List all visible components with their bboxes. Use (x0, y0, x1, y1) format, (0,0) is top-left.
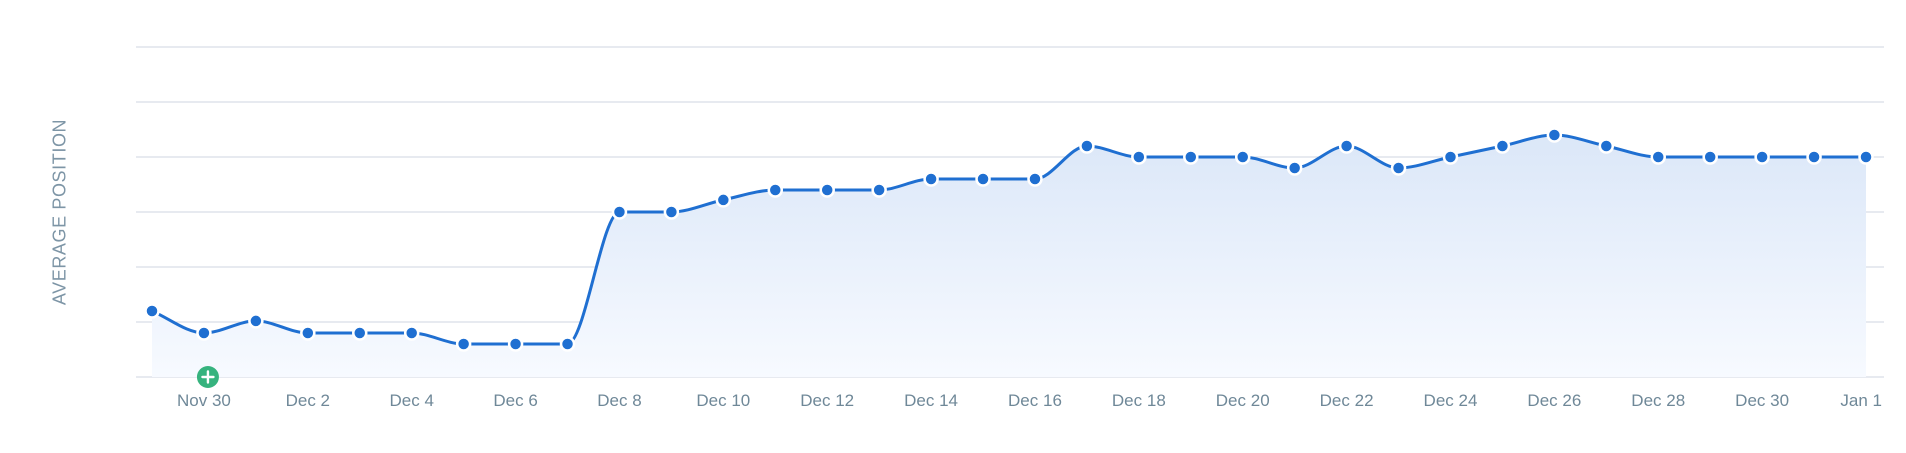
data-point-dec-24[interactable] (1442, 149, 1459, 165)
data-point-dec-20[interactable] (1234, 149, 1251, 165)
data-point-dec-11[interactable] (767, 182, 784, 198)
x-tick-label: Dec 20 (1216, 391, 1270, 410)
plus-circle-icon[interactable] (196, 366, 219, 388)
data-point-jan-1[interactable] (1858, 149, 1874, 165)
data-point-dec-12[interactable] (819, 182, 835, 198)
annotations (196, 366, 219, 388)
data-point-dec-21[interactable] (1286, 160, 1303, 176)
series-area (152, 135, 1866, 377)
x-tick-label: Dec 16 (1008, 391, 1062, 410)
x-tick-label: Dec 8 (597, 391, 641, 410)
x-tick-label: Dec 12 (800, 391, 854, 410)
data-point-dec-8[interactable] (611, 204, 628, 220)
data-point-dec-19[interactable] (1183, 149, 1199, 165)
data-point-dec-4[interactable] (403, 325, 420, 341)
x-tick-label: Dec 30 (1735, 391, 1789, 410)
data-point-dec-3[interactable] (352, 325, 368, 341)
x-tick-label: Dec 24 (1424, 391, 1478, 410)
data-point-dec-14[interactable] (923, 171, 939, 187)
data-point-nov-30[interactable] (196, 325, 212, 341)
x-tick-label: Dec 2 (286, 391, 330, 410)
data-point-dec-29[interactable] (1702, 149, 1718, 165)
x-tick-label: Dec 22 (1320, 391, 1374, 410)
data-point-dec-5[interactable] (455, 336, 472, 352)
data-point-dec-17[interactable] (1079, 138, 1095, 154)
x-tick-label: Dec 4 (389, 391, 433, 410)
data-point-nov-29[interactable] (144, 303, 160, 319)
data-point-dec-13[interactable] (871, 182, 887, 198)
data-points (144, 127, 1874, 352)
x-tick-label: Dec 18 (1112, 391, 1166, 410)
data-point-dec-22[interactable] (1338, 138, 1355, 154)
data-point-dec-15[interactable] (975, 171, 991, 187)
data-point-dec-18[interactable] (1131, 149, 1147, 165)
x-axis-ticks: Nov 30 Dec 2 Dec 4 Dec 6 Dec 8 Dec 10 Dec 12 De… (177, 391, 1882, 410)
x-tick-label: Dec 6 (493, 391, 537, 410)
data-point-dec-25[interactable] (1494, 138, 1511, 154)
data-point-dec-31[interactable] (1806, 149, 1822, 165)
x-tick-label: Dec 10 (696, 391, 750, 410)
data-point-dec-23[interactable] (1390, 160, 1407, 176)
x-tick-label: Dec 14 (904, 391, 958, 410)
data-point-dec-30[interactable] (1754, 149, 1770, 165)
x-tick-label: Nov 30 (177, 391, 231, 410)
data-point-dec-27[interactable] (1598, 138, 1615, 154)
x-tick-label: Dec 28 (1631, 391, 1685, 410)
data-point-dec-16[interactable] (1027, 171, 1043, 187)
data-point-dec-28[interactable] (1650, 149, 1666, 165)
data-point-dec-10[interactable] (715, 192, 732, 208)
data-point-dec-2[interactable] (300, 325, 316, 341)
data-point-dec-26[interactable] (1546, 127, 1563, 143)
data-point-dec-6[interactable] (507, 336, 524, 352)
x-tick-label: Jan 1 (1840, 391, 1882, 410)
data-point-dec-1[interactable] (248, 313, 264, 329)
data-point-dec-7[interactable] (559, 336, 576, 352)
data-point-dec-9[interactable] (663, 204, 680, 220)
x-tick-label: Dec 26 (1527, 391, 1581, 410)
series-line (150, 133, 1868, 346)
